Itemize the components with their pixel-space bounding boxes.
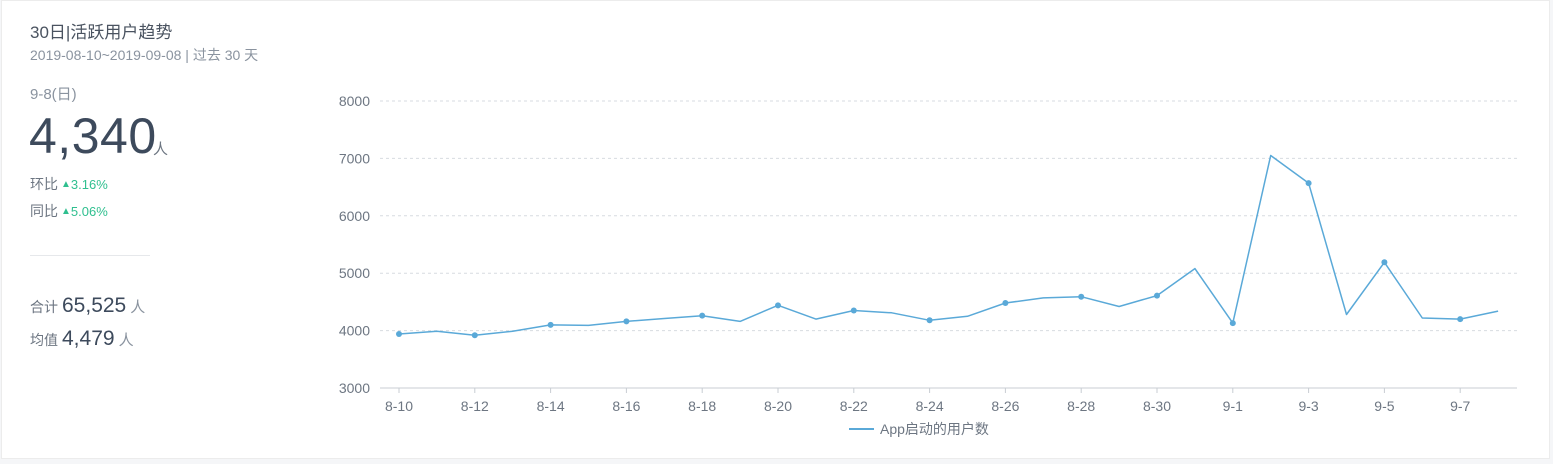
- data-point: [623, 318, 630, 325]
- x-tick-label: 8-20: [764, 398, 792, 414]
- x-tick-label: 8-16: [612, 398, 640, 414]
- x-tick-label: 8-22: [840, 398, 868, 414]
- x-tick-label: 8-10: [385, 398, 413, 414]
- avg-value: 4,479: [62, 327, 115, 350]
- data-point: [1381, 259, 1388, 266]
- y-tick-label: 8000: [339, 93, 370, 109]
- y-tick-label: 5000: [339, 265, 370, 281]
- x-tick-label: 8-14: [537, 398, 565, 414]
- data-point: [1078, 293, 1085, 300]
- x-tick-label: 9-5: [1374, 398, 1394, 414]
- yoy-label: 同比: [30, 203, 58, 219]
- data-point: [699, 312, 706, 319]
- date-range: 2019-08-10~2019-09-08 | 过去 30 天: [30, 47, 259, 63]
- data-point: [547, 321, 554, 328]
- x-tick-label: 8-12: [461, 398, 489, 414]
- y-tick-label: 7000: [339, 150, 370, 166]
- mom-row: 环比 ▲3.16%: [30, 174, 108, 194]
- data-point: [1229, 320, 1236, 327]
- yoy-up-arrow-icon: ▲: [61, 206, 71, 217]
- card-title: 30日|活跃用户趋势: [30, 23, 173, 42]
- x-tick-label: 9-1: [1223, 398, 1243, 414]
- data-point: [850, 307, 857, 314]
- mom-label: 环比: [30, 176, 58, 192]
- total-value: 65,525: [62, 294, 127, 317]
- x-tick-label: 8-30: [1143, 398, 1171, 414]
- avg-row: 均值 4,479 人: [30, 327, 134, 351]
- y-tick-label: 3000: [339, 380, 370, 396]
- selected-date: 9-8(日): [30, 86, 77, 103]
- yoy-value: 5.06%: [70, 204, 108, 219]
- legend-label: App启动的用户数: [880, 421, 989, 437]
- avg-unit: 人: [118, 332, 134, 349]
- total-row: 合计 65,525 人: [30, 294, 145, 318]
- data-point: [396, 331, 402, 338]
- data-point: [1002, 300, 1009, 307]
- mom-value: 3.16%: [70, 177, 108, 192]
- x-tick-label: 8-26: [991, 398, 1019, 414]
- data-point: [1457, 316, 1464, 323]
- total-unit: 人: [130, 299, 146, 316]
- series-line: [398, 154, 1499, 336]
- data-point: [926, 317, 933, 324]
- x-tick-label: 9-7: [1450, 398, 1470, 414]
- y-tick-label: 6000: [339, 208, 370, 224]
- data-point: [1305, 180, 1312, 187]
- current-value-unit: 人: [153, 141, 169, 158]
- data-point: [1154, 292, 1160, 299]
- divider: [30, 255, 150, 256]
- x-tick-label: 8-18: [688, 398, 716, 414]
- y-tick-label: 4000: [339, 323, 370, 339]
- data-point: [471, 332, 478, 339]
- avg-label: 均值: [30, 332, 58, 348]
- yoy-row: 同比 ▲5.06%: [30, 201, 108, 221]
- x-tick-label: 8-24: [916, 398, 944, 414]
- x-tick-label: 9-3: [1298, 398, 1318, 414]
- mom-up-arrow-icon: ▲: [61, 179, 71, 190]
- x-tick-label: 8-28: [1067, 398, 1095, 414]
- data-point: [775, 302, 781, 309]
- current-value: 4,340: [29, 108, 157, 164]
- total-label: 合计: [30, 299, 58, 315]
